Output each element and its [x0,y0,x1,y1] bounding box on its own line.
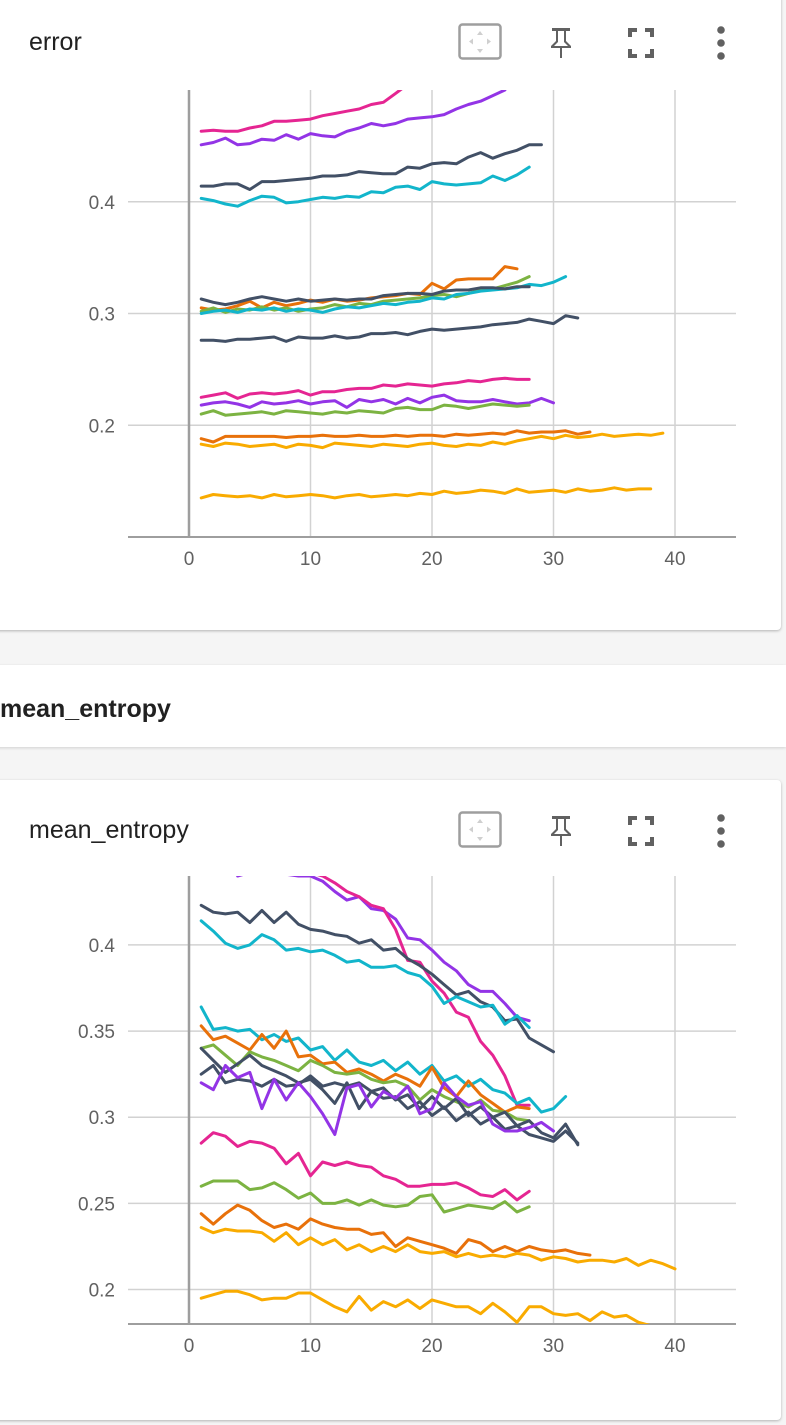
x-tick-label: 30 [543,1336,564,1357]
series-line [199,1179,531,1214]
x-tick-label: 20 [421,1336,442,1357]
series-line [199,1046,580,1145]
x-tick-label: 10 [300,549,321,570]
series-line [199,429,592,444]
more-vert-icon[interactable] [699,811,743,851]
series-line [199,1289,651,1324]
x-tick-label: 0 [184,1336,195,1357]
series-line [199,143,543,191]
y-tick-label: 0.4 [89,193,116,214]
y-tick-label: 0.3 [89,305,115,326]
series-line [199,90,507,147]
y-tick-label: 0.35 [78,1022,115,1043]
series-line [317,876,531,1107]
x-tick-label: 30 [543,549,564,570]
fullscreen-icon[interactable] [619,811,663,851]
group-title: mean_entropy [0,695,171,723]
x-tick-label: 40 [664,1336,685,1357]
y-tick-label: 0.3 [89,1108,115,1129]
series-line [199,314,580,343]
x-tick-label: 10 [300,1336,321,1357]
mean-entropy-line-chart: 0 10 20 30 40 0.2 0.25 0.3 0.35 0.4 [78,876,736,1357]
series-line [199,1024,531,1114]
series-line [199,1131,531,1202]
chart-title: error [29,28,82,56]
series-line [199,1005,568,1114]
series-line [199,90,403,133]
pin-icon[interactable] [539,23,583,63]
series-line [199,903,555,1054]
x-tick-label: 20 [421,549,442,570]
more-vert-icon[interactable] [699,23,743,63]
series-line [199,393,555,409]
series-line [199,165,531,208]
y-tick-label: 0.4 [89,936,116,957]
series-line [236,876,531,1023]
pin-icon[interactable] [539,811,583,851]
series-line [199,431,665,450]
series-line [199,1203,592,1257]
fit-domain-icon[interactable] [458,811,502,851]
series-line [199,402,531,417]
series-line [199,486,653,500]
series-line [199,1064,555,1136]
x-tick-label: 40 [664,549,685,570]
series-line [199,1226,677,1271]
chart-card-error: error 0 10 20 30 40 0.2 0.3 0.4 [0,0,781,630]
fit-domain-icon[interactable] [458,23,502,63]
series-line [199,285,531,307]
fullscreen-icon[interactable] [619,23,663,63]
x-tick-label: 0 [184,549,195,570]
series-line [199,376,531,400]
chart-card-mean-entropy: mean_entropy 0 10 20 30 40 0.2 0.25 0.3 0.35 0.4 [0,780,781,1420]
group-header[interactable]: mean_entropy [0,665,786,747]
series-line [199,919,531,1030]
y-tick-label: 0.2 [89,1281,115,1302]
error-line-chart: 0 10 20 30 40 0.2 0.3 0.4 [89,90,736,570]
y-tick-label: 0.25 [78,1194,115,1215]
chart-title: mean_entropy [29,816,189,844]
y-tick-label: 0.2 [89,416,115,437]
